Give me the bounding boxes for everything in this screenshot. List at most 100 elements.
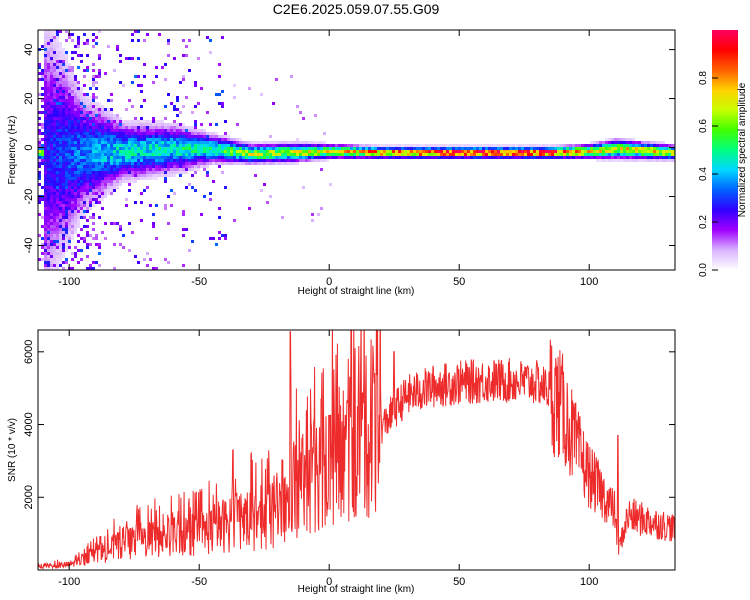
heatmap-cell — [50, 72, 53, 75]
heatmap-cell — [53, 84, 56, 87]
heatmap-cell — [47, 105, 50, 108]
heatmap-cell — [47, 261, 50, 264]
heatmap-cell — [80, 192, 83, 195]
heatmap-cell — [92, 138, 95, 141]
heatmap-cell — [98, 111, 101, 114]
heatmap-cell — [146, 159, 149, 162]
heatmap-cell — [143, 129, 146, 132]
heatmap-cell — [65, 117, 68, 120]
heatmap-cell — [65, 186, 68, 189]
heatmap-cell — [77, 99, 80, 102]
heatmap-cell — [86, 150, 89, 153]
heatmap-cell — [164, 168, 167, 171]
heatmap-cell — [149, 123, 152, 126]
heatmap-cell — [341, 150, 344, 153]
heatmap-cell — [146, 135, 149, 138]
heatmap-cell — [494, 144, 497, 147]
heatmap-cell — [233, 153, 236, 156]
heatmap-cell — [170, 102, 173, 105]
heatmap-cell — [599, 156, 602, 159]
heatmap-cell — [77, 201, 80, 204]
heatmap-cell — [86, 201, 89, 204]
heatmap-cell — [86, 102, 89, 105]
heatmap-cell — [56, 192, 59, 195]
heatmap-cell — [86, 204, 89, 207]
heatmap-cell — [137, 126, 140, 129]
heatmap-cell — [41, 198, 44, 201]
heatmap-cell — [62, 225, 65, 228]
heatmap-cell — [572, 144, 575, 147]
heatmap-cell — [287, 153, 290, 156]
heatmap-cell — [44, 246, 47, 249]
heatmap-cell — [419, 156, 422, 159]
heatmap-cell — [47, 222, 50, 225]
heatmap-cell — [107, 126, 110, 129]
heatmap-cell — [86, 186, 89, 189]
heatmap-cell — [224, 144, 227, 147]
heatmap-cell — [326, 159, 329, 162]
heatmap-cell — [77, 147, 80, 150]
heatmap-cell — [344, 147, 347, 150]
heatmap-cell — [50, 42, 53, 45]
heatmap-cell — [74, 204, 77, 207]
heatmap-cell — [110, 132, 113, 135]
heatmap-cell — [614, 144, 617, 147]
heatmap-cell — [80, 183, 83, 186]
heatmap-cell — [101, 132, 104, 135]
heatmap-cell — [188, 147, 191, 150]
heatmap-cell — [119, 180, 122, 183]
heatmap-cell — [617, 141, 620, 144]
heatmap-cell — [65, 99, 68, 102]
heatmap-cell — [227, 159, 230, 162]
heatmap-cell — [650, 141, 653, 144]
heatmap-cell — [605, 147, 608, 150]
heatmap-cell — [641, 144, 644, 147]
heatmap-cell — [260, 156, 263, 159]
heatmap-cell — [185, 156, 188, 159]
heatmap-cell — [83, 102, 86, 105]
heatmap-cell — [116, 45, 119, 48]
heatmap-cell — [80, 195, 83, 198]
heatmap-cell — [44, 126, 47, 129]
heatmap-cell — [128, 156, 131, 159]
heatmap-cell — [83, 33, 86, 36]
heatmap-cell — [563, 147, 566, 150]
heatmap-cell — [98, 108, 101, 111]
heatmap-cell — [245, 147, 248, 150]
heatmap-cell — [56, 249, 59, 252]
heatmap-cell — [98, 189, 101, 192]
heatmap-cell — [86, 162, 89, 165]
heatmap-cell — [173, 156, 176, 159]
heatmap-cell — [323, 144, 326, 147]
heatmap-cell — [47, 174, 50, 177]
heatmap-cell — [485, 147, 488, 150]
heatmap-cell — [119, 141, 122, 144]
heatmap-cell — [500, 150, 503, 153]
heatmap-cell — [68, 168, 71, 171]
heatmap-cell — [89, 117, 92, 120]
heatmap-cell — [590, 150, 593, 153]
heatmap-cell — [47, 153, 50, 156]
heatmap-cell — [41, 75, 44, 78]
heatmap-cell — [74, 51, 77, 54]
colorbar-tick-label: 0.0 — [698, 263, 709, 277]
heatmap-cell — [89, 198, 92, 201]
heatmap-cell — [254, 153, 257, 156]
heatmap-cell — [74, 198, 77, 201]
heatmap-cell — [47, 51, 50, 54]
heatmap-cell — [224, 186, 227, 189]
heatmap-cell — [47, 75, 50, 78]
heatmap-cell — [71, 33, 74, 36]
heatmap-cell — [563, 156, 566, 159]
heatmap-cell — [209, 153, 212, 156]
heatmap-cell — [356, 147, 359, 150]
heatmap-cell — [206, 141, 209, 144]
heatmap-cell — [179, 132, 182, 135]
heatmap-cell — [653, 144, 656, 147]
heatmap-cell — [461, 144, 464, 147]
heatmap-cell — [77, 162, 80, 165]
heatmap-cell — [368, 147, 371, 150]
heatmap-cell — [65, 120, 68, 123]
heatmap-cell — [155, 66, 158, 69]
heatmap-cell — [653, 153, 656, 156]
